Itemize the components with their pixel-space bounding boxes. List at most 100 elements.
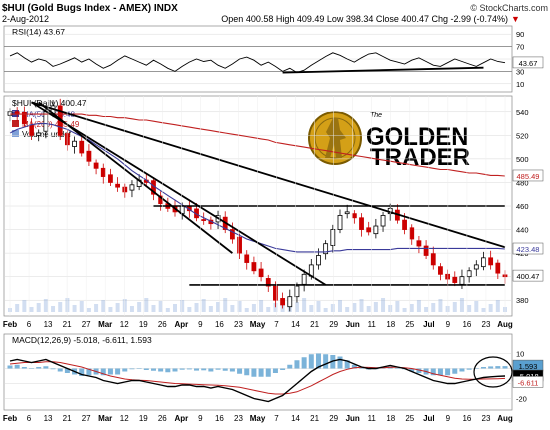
candle-body — [416, 240, 422, 247]
rsi-last-value-box — [512, 56, 544, 69]
volume-bar — [43, 299, 48, 312]
macd-histogram-bar — [186, 368, 192, 370]
price-tick-label: 480 — [516, 178, 529, 187]
volume-bar — [302, 298, 307, 312]
macd-histogram-bar — [115, 368, 121, 375]
volume-bar — [459, 298, 464, 312]
rsi-trendline — [282, 66, 484, 74]
volume-bar — [402, 308, 407, 312]
price-x-tick-label: 19 — [139, 320, 148, 329]
price-x-tick-label: 7 — [274, 320, 279, 329]
macd-histogram-last-value: 1.593 — [519, 362, 538, 371]
rsi-last-value: 43.67 — [519, 59, 538, 68]
candle-body — [79, 140, 85, 154]
rsi-tick-label: 10 — [516, 80, 524, 89]
volume-bar — [237, 301, 242, 312]
volume-bar — [86, 308, 91, 312]
volume-bar — [309, 305, 314, 312]
candle-body — [337, 215, 343, 230]
candle-body — [115, 183, 121, 188]
macd-x-tick-label: 23 — [482, 414, 491, 423]
macd-histogram-bar — [445, 368, 451, 376]
macd-histogram-bar — [330, 355, 336, 369]
candle-body — [201, 219, 207, 221]
volume-bar — [165, 308, 170, 312]
macd-histogram-bar — [308, 354, 314, 369]
price-x-tick-label: 11 — [368, 320, 377, 329]
volume-bar — [79, 301, 84, 312]
volume-bar — [180, 300, 185, 312]
volume-bar — [323, 308, 328, 312]
macd-histogram-bar — [158, 368, 164, 372]
candle-body — [86, 150, 92, 162]
macd-histogram-bar — [215, 368, 221, 370]
price-x-tick-label: 12 — [120, 320, 129, 329]
candle-body — [237, 236, 242, 254]
macd-annotation-circle — [473, 356, 513, 388]
ma50-last-value: 423.48 — [517, 245, 540, 254]
macd-x-tick-label: 21 — [310, 414, 319, 423]
price-x-tick-label: 18 — [386, 320, 395, 329]
volume-bar — [431, 303, 436, 312]
price-x-tick-label: 26 — [158, 320, 167, 329]
volume-bar — [266, 307, 271, 312]
volume-bar — [316, 301, 321, 312]
candle-body — [301, 273, 307, 285]
macd-histogram-bar — [495, 366, 501, 369]
volume-bar — [173, 304, 177, 312]
price-x-tick-label: 21 — [310, 320, 319, 329]
macd-x-tick-label: 26 — [158, 414, 167, 423]
price-tick-label: 500 — [516, 155, 529, 164]
macd-histogram-bar — [473, 368, 479, 369]
macd-histogram-bar — [150, 368, 156, 371]
volume-bar — [416, 300, 421, 312]
macd-x-tick-label: 25 — [405, 414, 414, 423]
macd-legend: MACD(12,26,9) -5.018, -6.611, 1.593 — [12, 335, 152, 345]
volume-bar — [223, 298, 228, 312]
volume-bar — [481, 308, 486, 312]
price-x-tick-label: Feb — [3, 320, 17, 329]
price-tick-label: 380 — [516, 296, 529, 305]
candle-body — [481, 257, 486, 268]
chart-date: 2-Aug-2012 — [2, 14, 49, 24]
liberty-figure-icon — [325, 118, 346, 158]
volume-bar — [345, 307, 350, 312]
price-x-tick-label: Mar — [98, 320, 112, 329]
candle-body — [495, 262, 501, 274]
macd-x-tick-label: 11 — [368, 414, 377, 423]
volume-bar — [158, 301, 163, 312]
volume-bar — [72, 305, 77, 312]
volume-bar — [330, 304, 335, 312]
price-x-tick-label: 14 — [291, 320, 300, 329]
macd-histogram-bar — [265, 368, 271, 377]
candle-body — [93, 162, 99, 169]
volume-bar — [273, 303, 278, 312]
volume-bar — [409, 304, 414, 312]
chart-marks: 907050301043.675405205004804604404204003… — [3, 30, 544, 423]
price-x-tick-label: Aug — [497, 320, 513, 329]
macd-histogram-bar — [172, 368, 178, 372]
macd-x-tick-label: 23 — [234, 414, 243, 423]
logo-golden: GOLDEN — [366, 123, 469, 151]
candle-body — [366, 227, 372, 233]
macd-x-tick-label: 16 — [215, 414, 224, 423]
macd-histogram-bar — [165, 368, 171, 373]
macd-histogram-bar — [129, 368, 135, 370]
macd-histogram-bar — [301, 357, 307, 369]
price-x-tick-label: 25 — [405, 320, 414, 329]
candle-body — [423, 245, 429, 256]
volume-bar — [151, 305, 156, 312]
candle-body — [359, 217, 364, 230]
volume-bar — [373, 302, 378, 312]
volume-bar — [216, 302, 221, 312]
macd-signal-last-value-box — [512, 376, 544, 388]
volume-bar — [381, 298, 386, 312]
macd-histogram-bar — [409, 368, 415, 372]
candle-body — [351, 213, 357, 219]
volume-bar — [194, 303, 199, 312]
macd-x-tick-label: 27 — [82, 414, 91, 423]
price-x-tick-label: 9 — [198, 320, 203, 329]
price-x-tick-label: Jun — [346, 320, 360, 329]
price-x-tick-label: 13 — [44, 320, 53, 329]
candle-body — [452, 276, 458, 283]
